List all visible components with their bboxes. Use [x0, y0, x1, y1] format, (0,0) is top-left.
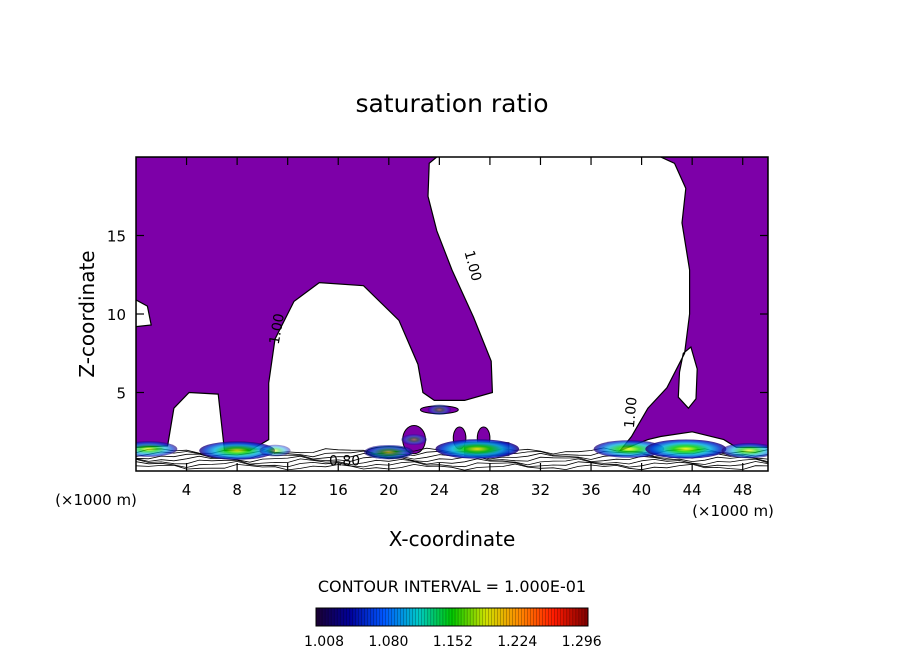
contour-labels: 1.00 1.00 1.00 0.80: [267, 249, 641, 470]
plot-area: [136, 157, 768, 471]
colorbar-tick-label: 1.008: [304, 634, 344, 650]
supersaturation-blob: [427, 404, 451, 416]
x-tick-label: 48: [733, 481, 752, 499]
surface-contour-line: [136, 455, 768, 463]
supersaturated-blobs: [136, 404, 768, 460]
y-axis-label: Z-coordinate: [75, 250, 99, 377]
x-tick-label: 40: [632, 481, 651, 499]
x-axis: 4 8 12 16 20 24 28 32 36 40 44 48: [182, 157, 752, 499]
supersaturation-blob: [259, 444, 291, 457]
supersaturation-blob: [721, 442, 768, 459]
x-axis-label: X-coordinate: [389, 527, 516, 551]
x-unit-right: (×1000 m): [692, 502, 774, 520]
contour-interval-text: CONTOUR INTERVAL = 1.000E-01: [318, 577, 586, 596]
surface-contour-line: [136, 458, 768, 466]
x-tick-label: 32: [531, 481, 550, 499]
y-axis: 5 10 15: [107, 228, 768, 403]
supersaturation-blob: [199, 441, 276, 460]
supersaturation-blob: [593, 440, 665, 458]
contour-label: 0.80: [329, 454, 360, 470]
colorbar-tick-label: 1.080: [368, 634, 408, 650]
y-tick-label: 5: [116, 385, 126, 403]
x-unit-left: (×1000 m): [55, 491, 137, 509]
chart-title: saturation ratio: [355, 89, 548, 118]
x-tick-label: 24: [430, 481, 449, 499]
y-tick-label: 15: [107, 228, 126, 246]
colorbar-tick-label: 1.296: [562, 634, 602, 650]
supersaturation-blob: [435, 439, 520, 459]
colorbar: 1.008 1.080 1.152 1.224 1.296: [304, 607, 602, 650]
x-tick-label: 44: [683, 481, 702, 499]
supersaturation-blob: [645, 439, 727, 459]
x-tick-label: 28: [480, 481, 499, 499]
y-tick-label: 10: [107, 306, 126, 324]
surface-contour-line: [136, 460, 768, 468]
surface-contour-line: [136, 463, 768, 471]
contour-label: 1.00: [461, 249, 485, 283]
supersaturation-blob: [136, 441, 178, 457]
supersaturation-blob: [401, 434, 427, 446]
x-tick-label: 20: [379, 481, 398, 499]
x-tick-label: 16: [329, 481, 348, 499]
supersaturation-blob: [364, 444, 414, 460]
colorbar-tick-label: 1.224: [497, 634, 537, 650]
contour-label: 1.00: [267, 312, 288, 345]
x-tick-label: 8: [232, 481, 242, 499]
x-tick-label: 12: [278, 481, 297, 499]
x-tick-label: 36: [581, 481, 600, 499]
colorbar-tick-label: 1.152: [433, 634, 473, 650]
x-tick-label: 4: [182, 481, 192, 499]
contour-label: 1.00: [622, 396, 641, 428]
